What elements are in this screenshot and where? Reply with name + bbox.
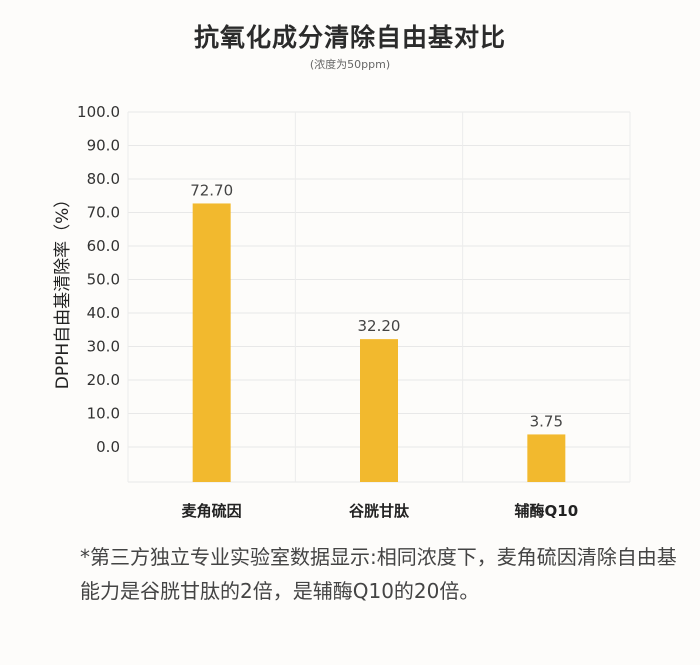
category-label-2: 谷胱甘肽: [349, 502, 410, 520]
y-tick-label: 60.0: [87, 237, 120, 255]
y-axis-title: DPPH自由基清除率（%）: [53, 191, 73, 390]
category-label-1: 麦角硫因: [182, 502, 242, 520]
y-axis-ticks: 0.0 10.0 20.0 30.0 40.0 50.0 60.0 70.0 80.0 90.0 1…: [77, 103, 120, 456]
y-tick-label: 70.0: [87, 204, 120, 222]
category-label-3: 辅酶Q10: [515, 502, 579, 520]
data-label-2: 32.20: [358, 317, 401, 335]
y-tick-label: 20.0: [87, 371, 120, 389]
bar-chart: 0.0 10.0 20.0 30.0 40.0 50.0 60.0 70.0 80.0 90.0 1…: [53, 103, 631, 520]
bar-3: [527, 434, 566, 482]
chart-title: 抗氧化成分清除自由基对比: [193, 23, 506, 52]
y-tick-label: 40.0: [87, 304, 120, 322]
data-label-3: 3.75: [530, 412, 563, 430]
category-labels: 麦角硫因 谷胱甘肽 辅酶Q10: [182, 502, 578, 520]
footnote: *第三方独立专业实验室数据显示:相同浓度下，麦角硫因清除自由基能力是谷胱甘肽的2…: [80, 545, 677, 603]
y-tick-label: 0.0: [96, 438, 120, 456]
bar-1: [192, 203, 231, 482]
y-tick-label: 50.0: [87, 271, 120, 289]
data-labels: 72.70 32.20 3.75: [190, 181, 563, 430]
y-tick-label: 30.0: [87, 338, 120, 356]
y-tick-label: 100.0: [77, 103, 120, 121]
chart-subtitle: (浓度为50ppm): [309, 58, 391, 71]
y-tick-label: 90.0: [87, 137, 120, 155]
y-tick-label: 80.0: [87, 170, 120, 188]
bar-2: [360, 339, 398, 482]
bars: [192, 203, 566, 482]
data-label-1: 72.70: [190, 181, 233, 199]
y-tick-label: 10.0: [87, 405, 120, 423]
